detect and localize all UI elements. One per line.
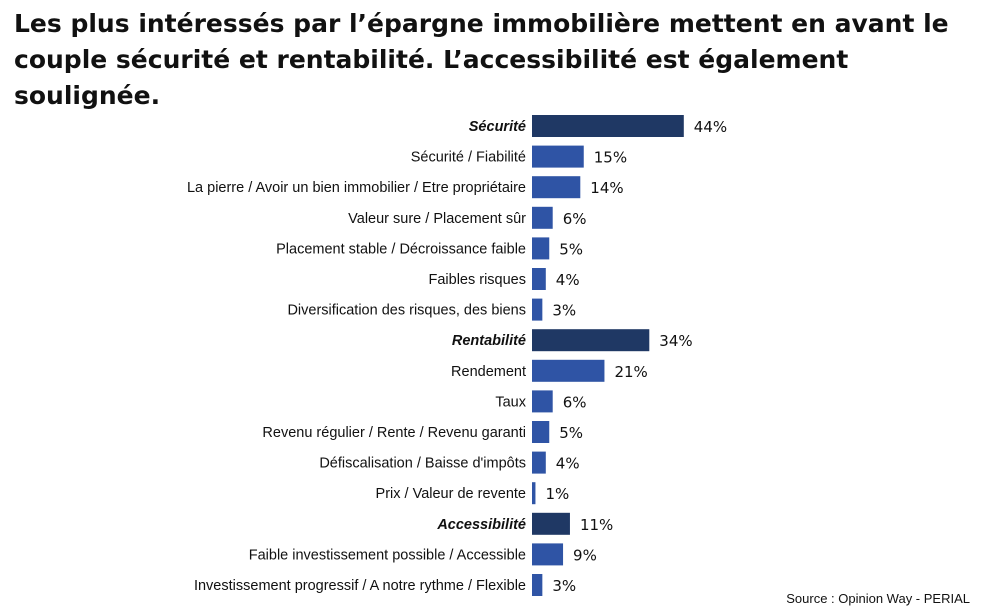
value-label-valeur-sure-placement-sur: 6%	[563, 210, 587, 228]
value-label-revenu-regulier-rente-revenu-garanti: 5%	[559, 424, 583, 442]
bar-valeur-sure-placement-sur	[532, 206, 553, 229]
value-label-faibles-risques: 4%	[556, 271, 580, 289]
category-label-securite: Sécurité	[469, 119, 526, 135]
bar-faible-investissement-possible-accessible	[532, 543, 564, 566]
bar-placement-stable-decroissance-faible	[532, 237, 550, 260]
value-label-defiscalisation-baisse-d-impots: 4%	[556, 455, 580, 473]
bar-investissement-progressif-a-notre-rythme-flexible	[532, 574, 543, 596]
category-label-taux: Taux	[495, 394, 526, 410]
value-label-placement-stable-decroissance-faible: 5%	[559, 240, 583, 258]
value-label-securite: 44%	[694, 118, 727, 136]
category-label-diversification-des-risques-des-biens: Diversification des risques, des biens	[287, 303, 526, 319]
category-label-rentabilite: Rentabilité	[452, 333, 526, 349]
bar-rendement	[532, 359, 605, 382]
category-label-securite-fiabilite: Sécurité / Fiabilité	[411, 150, 526, 166]
value-label-rendement: 21%	[614, 363, 647, 381]
category-label-faibles-risques: Faibles risques	[428, 272, 526, 288]
bar-taux	[532, 390, 553, 413]
value-label-rentabilite: 34%	[659, 332, 692, 350]
bar-faibles-risques	[532, 268, 546, 290]
value-label-accessibilite: 11%	[580, 516, 613, 534]
bar-la-pierre-avoir-un-bien-immobilier-etre-proprietaire	[532, 176, 581, 199]
category-label-prix-valeur-de-revente: Prix / Valeur de revente	[376, 486, 526, 502]
value-label-prix-valeur-de-revente: 1%	[545, 485, 569, 503]
category-label-investissement-progressif-a-notre-rythme-flexible: Investissement progressif / A notre ryth…	[194, 578, 526, 594]
source-note: Source : Opinion Way - PERIAL	[786, 591, 970, 606]
value-label-investissement-progressif-a-notre-rythme-flexible: 3%	[552, 577, 576, 595]
bar-defiscalisation-baisse-d-impots	[532, 451, 546, 474]
value-label-taux: 6%	[563, 393, 587, 411]
category-label-revenu-regulier-rente-revenu-garanti: Revenu régulier / Rente / Revenu garanti	[262, 425, 526, 441]
category-label-rendement: Rendement	[451, 364, 526, 380]
bar-securite-fiabilite	[532, 145, 584, 168]
bar-revenu-regulier-rente-revenu-garanti	[532, 421, 550, 443]
category-label-placement-stable-decroissance-faible: Placement stable / Décroissance faible	[276, 241, 526, 257]
value-label-la-pierre-avoir-un-bien-immobilier-etre-proprietaire: 14%	[590, 179, 623, 197]
bar-prix-valeur-de-revente	[532, 482, 536, 505]
category-label-faible-investissement-possible-accessible: Faible investissement possible / Accessi…	[249, 547, 526, 563]
bar-rentabilite	[532, 329, 650, 352]
bar-accessibilite	[532, 512, 570, 535]
bar-diversification-des-risques-des-biens	[532, 298, 543, 321]
bar-securite	[532, 115, 684, 137]
category-label-la-pierre-avoir-un-bien-immobilier-etre-proprietaire: La pierre / Avoir un bien immobilier / E…	[187, 180, 526, 196]
value-label-securite-fiabilite: 15%	[594, 149, 627, 167]
category-label-accessibilite: Accessibilité	[436, 517, 526, 533]
value-label-diversification-des-risques-des-biens: 3%	[552, 302, 576, 320]
value-label-faible-investissement-possible-accessible: 9%	[573, 546, 597, 564]
category-label-valeur-sure-placement-sur: Valeur sure / Placement sûr	[348, 211, 526, 227]
chart-title: Les plus intéressés par l’épargne immobi…	[14, 9, 949, 110]
category-label-defiscalisation-baisse-d-impots: Défiscalisation / Baisse d'impôts	[319, 456, 526, 472]
